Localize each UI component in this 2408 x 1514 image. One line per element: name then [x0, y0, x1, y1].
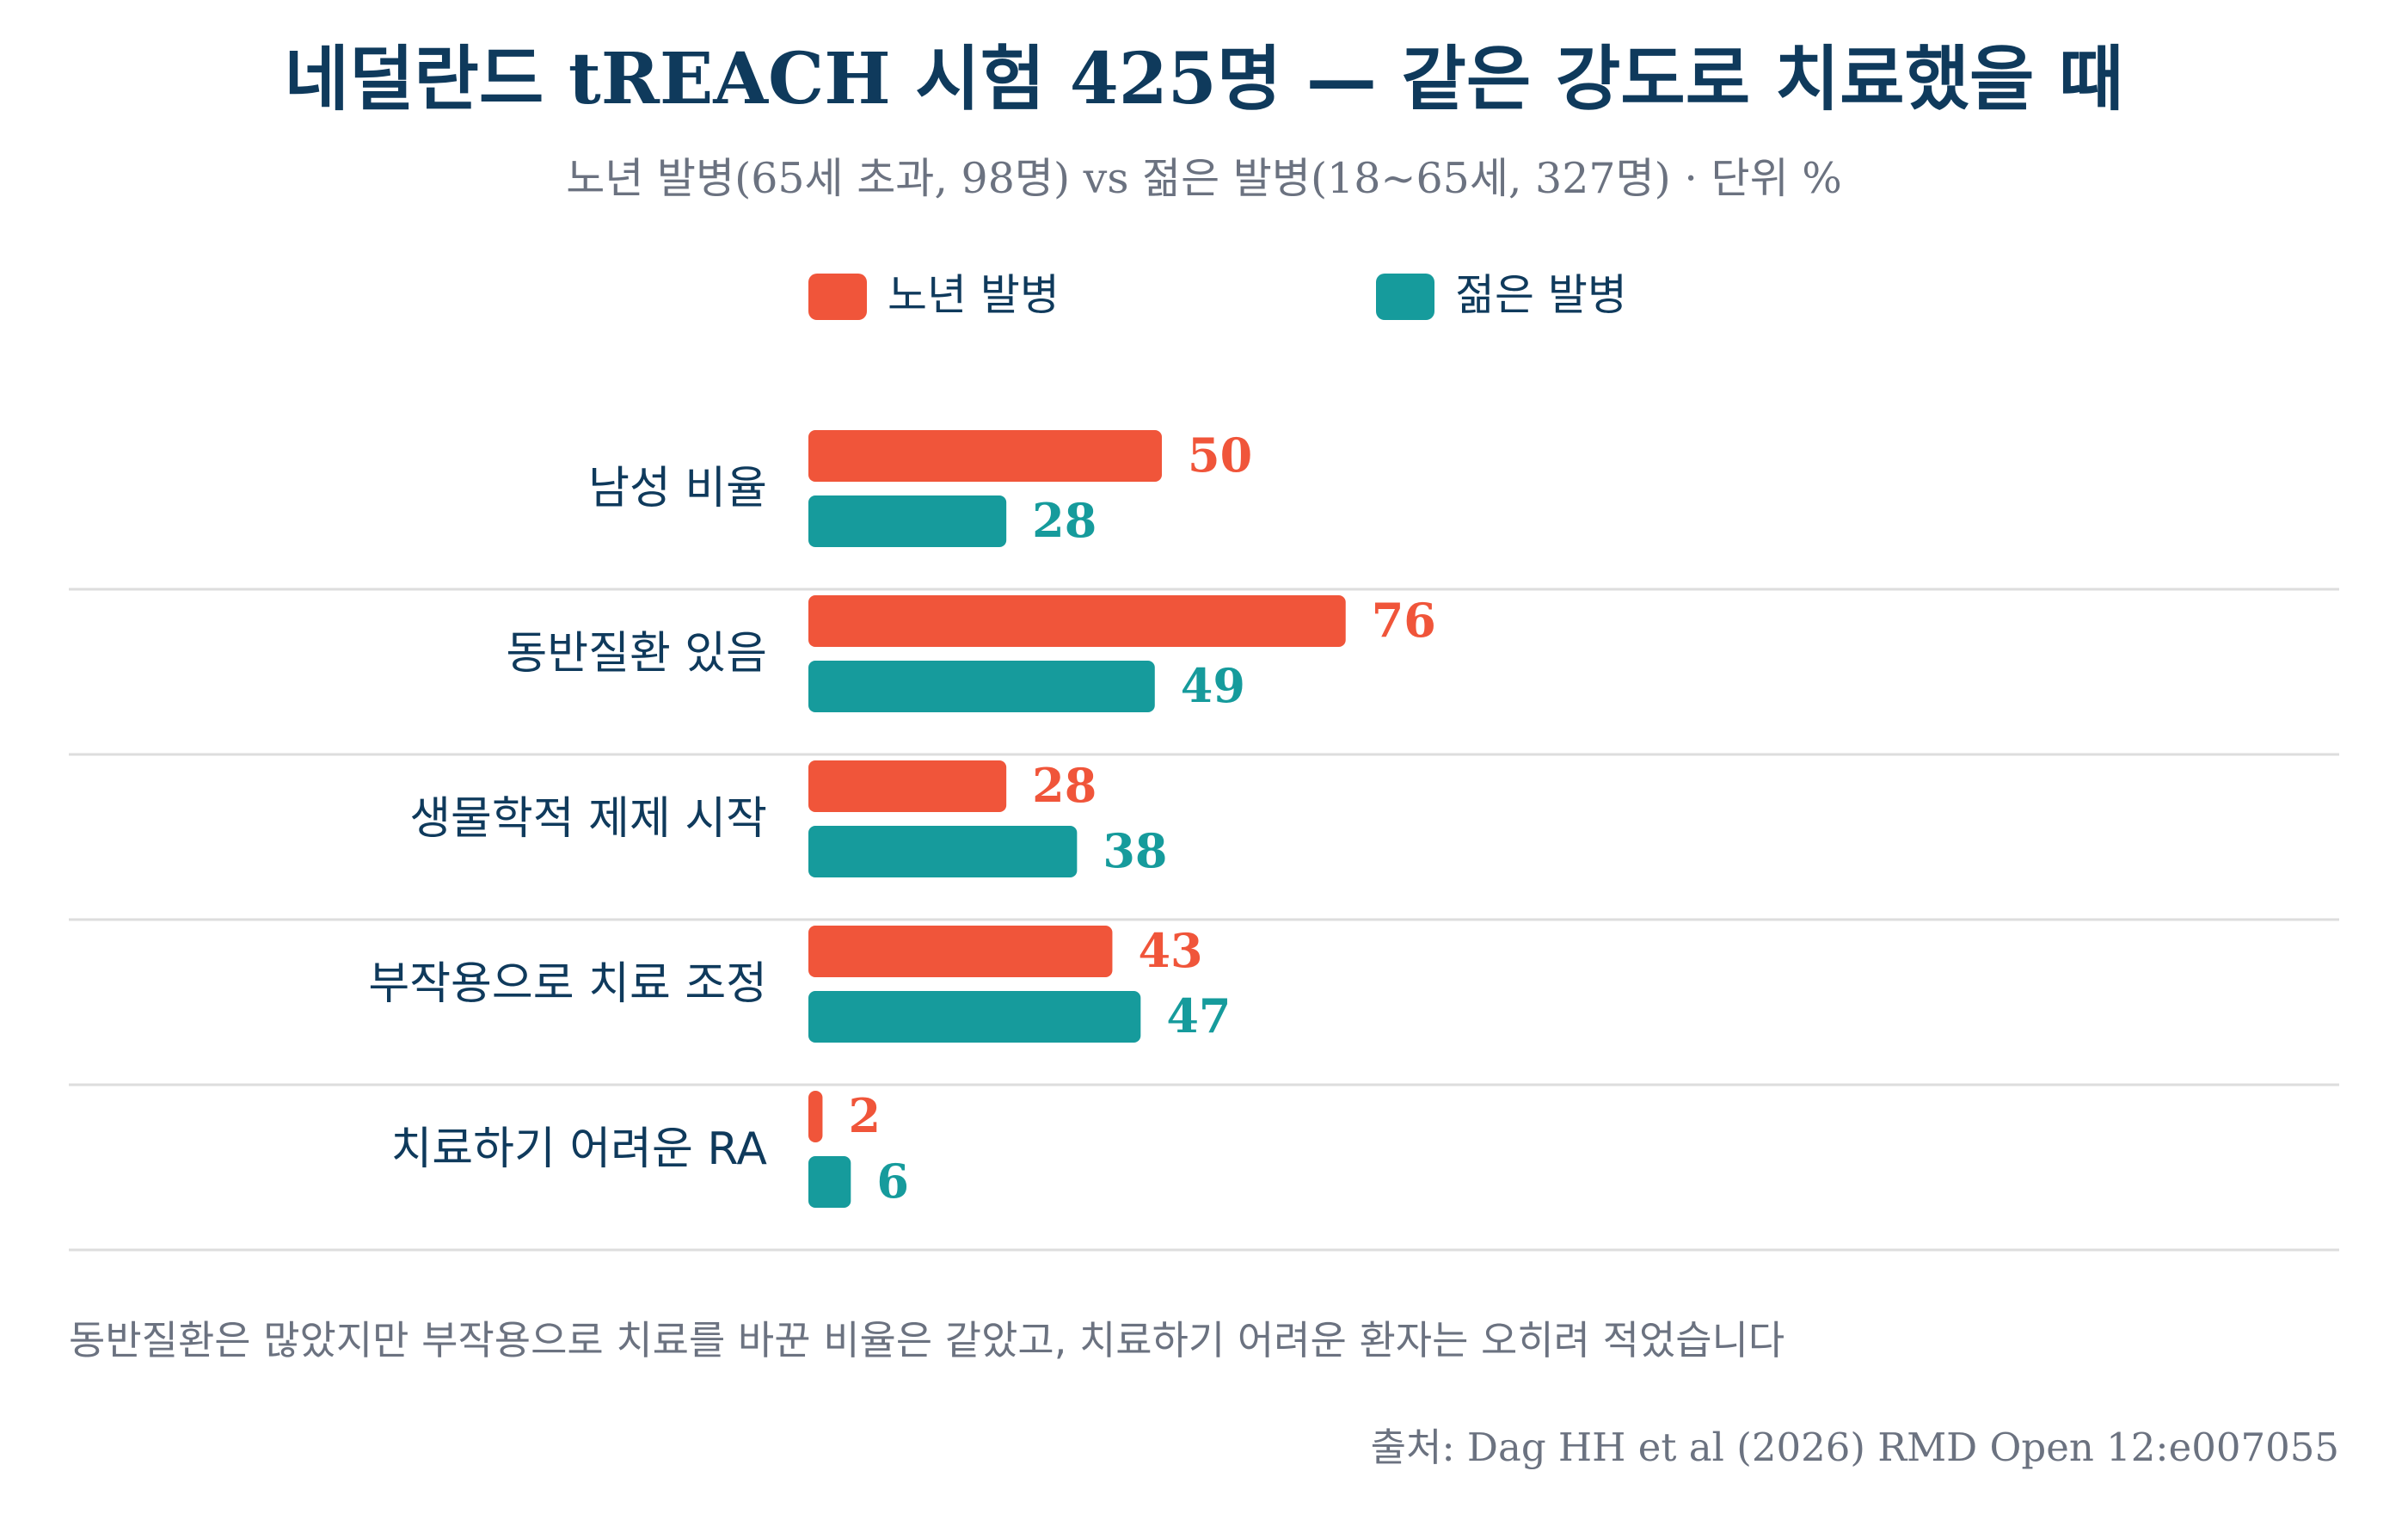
chart-title: 네덜란드 tREACH 시험 425명 — 같은 강도로 치료했을 때 — [285, 38, 2124, 120]
bar-young-onset-difficult-ra — [808, 1156, 851, 1208]
data-label-young-onset-male-ratio: 28 — [1032, 493, 1096, 548]
data-label-old-onset-male-ratio: 50 — [1188, 428, 1252, 483]
legend-swatch-old-onset — [808, 274, 867, 320]
bar-old-onset-difficult-ra — [808, 1091, 823, 1142]
bar-old-onset-adverse-adjust — [808, 926, 1113, 977]
data-label-old-onset-difficult-ra: 2 — [848, 1088, 881, 1143]
category-label-difficult-ra: 치료하기 어려운 RA — [390, 1123, 767, 1175]
data-label-old-onset-comorbidity: 76 — [1372, 593, 1436, 648]
bar-young-onset-male-ratio — [808, 495, 1007, 547]
bar-old-onset-biologic-start — [808, 760, 1007, 812]
bar-old-onset-male-ratio — [808, 430, 1162, 482]
category-label-biologic-start: 생물학적 제제 시작 — [409, 793, 767, 845]
legend-label-old-onset: 노년 발병 — [888, 270, 1060, 320]
data-label-old-onset-biologic-start: 28 — [1032, 758, 1096, 813]
data-label-old-onset-adverse-adjust: 43 — [1138, 923, 1202, 978]
legend-swatch-young-onset — [1376, 274, 1434, 320]
bar-old-onset-comorbidity — [808, 595, 1346, 647]
data-label-young-onset-comorbidity: 49 — [1181, 658, 1245, 713]
legend: 노년 발병 젊은 발병 — [808, 270, 1627, 320]
data-label-young-onset-biologic-start: 38 — [1103, 823, 1167, 878]
data-label-young-onset-difficult-ra: 6 — [876, 1154, 909, 1209]
bar-young-onset-biologic-start — [808, 826, 1078, 877]
chart-subtitle: 노년 발병(65세 초과, 98명) vs 젊은 발병(18~65세, 327명… — [566, 154, 1842, 203]
category-label-male-ratio: 남성 비율 — [588, 463, 767, 514]
bar-young-onset-comorbidity — [808, 661, 1155, 712]
legend-label-young-onset: 젊은 발병 — [1455, 270, 1627, 320]
category-label-comorbidity: 동반질환 있음 — [506, 628, 767, 680]
source-note: 출처: Dag HH et al (2026) RMD Open 12:e007… — [1371, 1425, 2339, 1470]
footnote: 동반질환은 많았지만 부작용으로 치료를 바꾼 비율은 같았고, 치료하기 어려… — [69, 1317, 1784, 1363]
bar-young-onset-adverse-adjust — [808, 991, 1141, 1043]
data-label-young-onset-adverse-adjust: 47 — [1166, 988, 1231, 1043]
category-label-adverse-adjust: 부작용으로 치료 조정 — [368, 958, 767, 1010]
